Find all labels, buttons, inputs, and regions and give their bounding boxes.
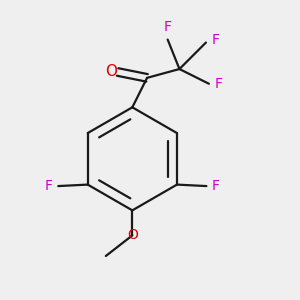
Text: O: O [127, 228, 138, 242]
Text: F: F [212, 179, 220, 193]
Text: O: O [105, 64, 117, 80]
Text: F: F [45, 179, 53, 193]
Text: F: F [211, 33, 219, 47]
Text: F: F [164, 20, 172, 34]
Text: F: F [214, 77, 222, 91]
